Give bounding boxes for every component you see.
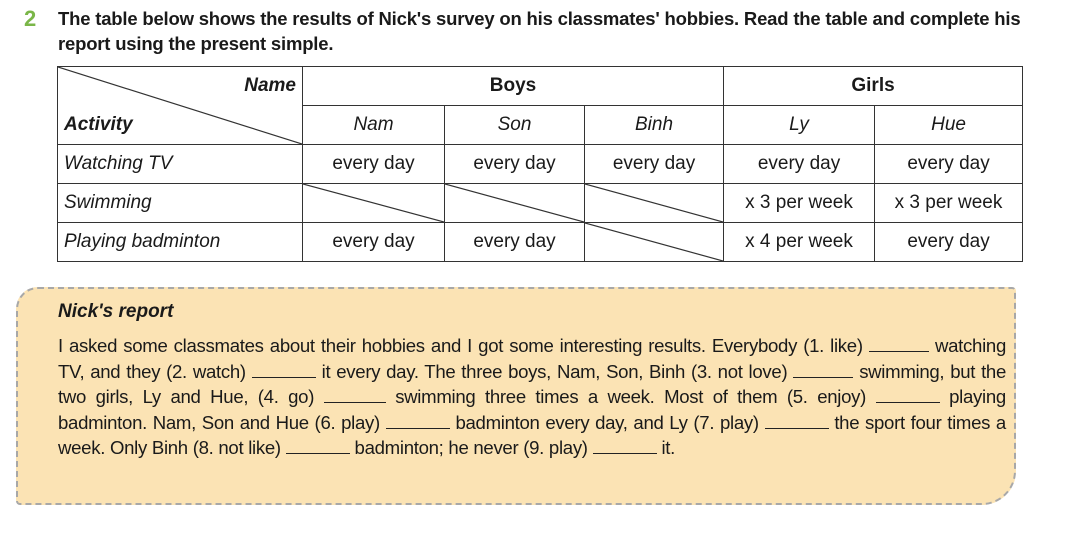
corner-name-label: Name (244, 75, 296, 96)
report-segment: badminton; he never (9. play) (354, 437, 588, 458)
table-cell-empty (444, 183, 585, 223)
answer-blank-8[interactable] (285, 438, 350, 454)
task-instruction: 2 The table below shows the results of N… (24, 6, 1034, 56)
report-title: Nick's report (58, 301, 174, 322)
table-cell-empty (583, 183, 725, 223)
table-cell: every day (723, 144, 876, 184)
table-cell: x 3 per week (723, 183, 876, 223)
report-box: Nick's report I asked some classmates ab… (16, 287, 1016, 505)
table-cell: every day (444, 144, 585, 184)
report-segment: badminton every day, and Ly (7. play) (455, 411, 759, 433)
corner-activity-label: Activity (64, 114, 133, 135)
activity-label: Swimming (57, 183, 303, 223)
name-header: Ly (723, 105, 876, 145)
report-segment: playing badminton. Nam, Son and Hue (6. … (58, 386, 1006, 433)
answer-blank-2[interactable] (251, 362, 316, 378)
answer-blank-7[interactable] (764, 413, 829, 429)
table-cell: every day (874, 222, 1024, 262)
group-header-boys: Boys (301, 66, 725, 106)
table-cell: every day (302, 222, 445, 262)
answer-blank-1[interactable] (868, 336, 929, 352)
table-cell: x 3 per week (874, 183, 1024, 223)
report-segment: swimming, but the two girls, Ly and Hue,… (58, 360, 1007, 408)
table-cell: every day (444, 222, 585, 262)
task-number: 2 (24, 6, 37, 31)
name-header: Nam (302, 105, 445, 145)
table-cell: every day (874, 144, 1024, 184)
answer-blank-9[interactable] (592, 438, 657, 454)
table-cell: x 4 per week (723, 222, 876, 262)
name-header: Hue (874, 105, 1024, 145)
table-cell: every day (583, 144, 725, 184)
table-row: Swimming x 3 per week x 3 per week (57, 183, 1024, 223)
table-corner-cell: Name Activity (57, 66, 303, 145)
name-header: Binh (583, 105, 725, 145)
report-segment: I asked some classmates about their hobb… (58, 335, 863, 356)
group-header-girls: Girls (723, 66, 1024, 106)
table-row: Playing badminton every day every day x … (57, 222, 1024, 262)
table-cell: every day (302, 144, 445, 184)
report-segment: the sport four times a week. Only Binh (… (58, 411, 1006, 459)
report-segment: watching TV, and they (2. watch) (58, 335, 1006, 382)
table-cell-empty (302, 183, 445, 223)
answer-blank-6[interactable] (385, 413, 450, 429)
answer-blank-5[interactable] (875, 387, 940, 403)
table-cell-empty (583, 222, 725, 262)
survey-table: Name Activity Boys Girls Nam Son Binh Ly… (57, 66, 1024, 262)
activity-label: Watching TV (57, 144, 303, 184)
activity-label: Playing badminton (57, 222, 303, 262)
report-segment: it. (661, 437, 676, 458)
table-row: Watching TV every day every day every da… (57, 144, 1024, 184)
name-header: Son (444, 105, 585, 145)
report-text: I asked some classmates about their hobb… (58, 333, 1006, 461)
answer-blank-4[interactable] (323, 387, 386, 403)
report-segment: it every day. The three boys, Nam, Son, … (321, 360, 788, 382)
report-segment: swimming three times a week. Most of the… (395, 386, 867, 407)
answer-blank-3[interactable] (793, 362, 854, 378)
task-text: The table below shows the results of Nic… (58, 8, 1021, 54)
